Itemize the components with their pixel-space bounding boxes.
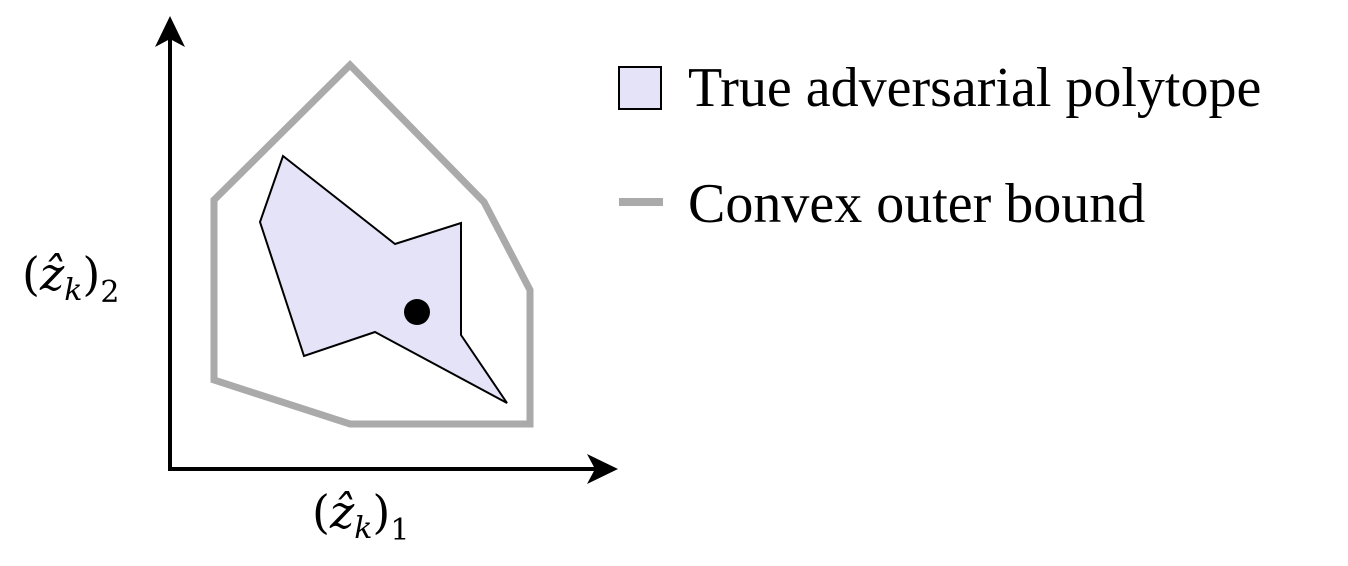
x-label-close-paren: ): [372, 485, 390, 539]
true-adversarial-polytope: [258, 154, 508, 404]
y-label-open-paren: (: [22, 247, 40, 301]
x-label-sub-k: k: [354, 511, 372, 546]
y-label-close-paren: ): [82, 247, 100, 301]
x-axis-arrowhead: [587, 454, 618, 484]
x-label-var: ẑ: [329, 485, 355, 539]
x-label-open-paren: (: [312, 485, 330, 539]
legend-polytope-swatch: [618, 66, 662, 110]
y-label-index: 2: [100, 275, 119, 310]
y-label-sub-k: k: [64, 273, 82, 308]
convex-outer-bound: [210, 60, 534, 428]
x-axis-label: (ẑk)1: [312, 485, 409, 548]
x-label-index: 1: [390, 513, 409, 548]
y-axis-arrowhead: [155, 16, 185, 47]
y-label-var: ẑ: [39, 247, 65, 301]
nominal-point: [404, 299, 430, 325]
legend: True adversarial polytope Convex outer b…: [618, 57, 1261, 235]
legend-outer-bound-label: Convex outer bound: [688, 173, 1145, 235]
y-axis-label: (ẑk)2: [22, 247, 119, 310]
legend-polytope-label: True adversarial polytope: [688, 57, 1261, 119]
